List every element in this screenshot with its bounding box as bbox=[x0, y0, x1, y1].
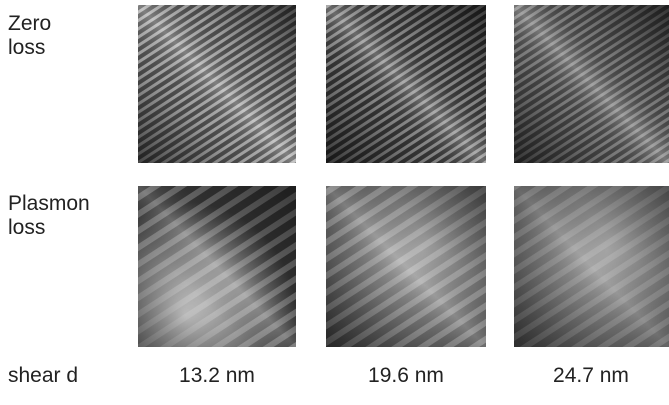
zero-loss-images bbox=[138, 5, 669, 163]
label-line: Plasmon bbox=[8, 192, 90, 215]
footer-label: shear d bbox=[8, 364, 78, 387]
plasmon-loss-images bbox=[138, 186, 669, 347]
figure: Zeroloss Plasmonloss shear d 13.2 nm 19.… bbox=[0, 0, 669, 405]
label-line: loss bbox=[8, 36, 45, 59]
label-line: loss bbox=[8, 216, 45, 239]
column-label: 24.7 nm bbox=[553, 364, 629, 387]
label-line: Zero bbox=[8, 12, 51, 35]
column-label: 19.6 nm bbox=[368, 364, 444, 387]
column-label: 13.2 nm bbox=[179, 364, 255, 387]
